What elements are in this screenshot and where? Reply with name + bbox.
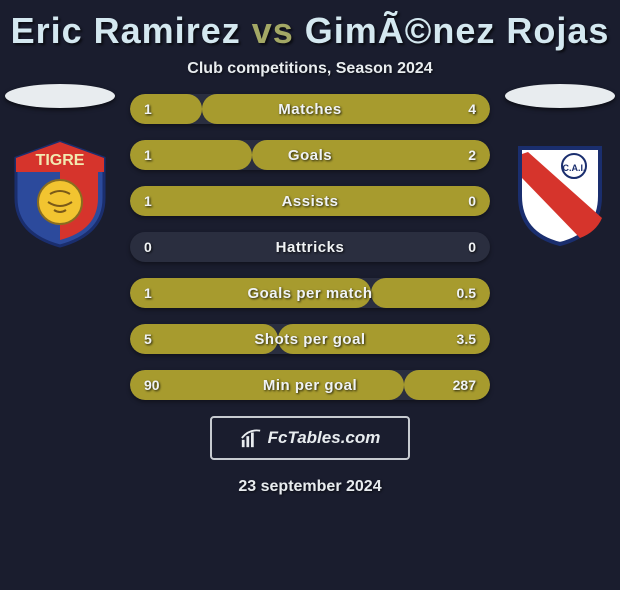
stat-row: 14Matches [130, 94, 490, 124]
stat-label: Shots per goal [130, 324, 490, 354]
player1-name: Eric Ramirez [11, 10, 241, 51]
stat-row: 10Assists [130, 186, 490, 216]
stat-row: 00Hattricks [130, 232, 490, 262]
comparison-title: Eric Ramirez vs GimÃ©nez Rojas [0, 10, 620, 52]
stat-label: Matches [130, 94, 490, 124]
date-label: 23 september 2024 [0, 478, 620, 496]
player2-photo-placeholder [505, 84, 615, 108]
independiente-shield-icon: C.A.I. [510, 138, 610, 248]
stat-row: 12Goals [130, 140, 490, 170]
stat-row: 53.5Shots per goal [130, 324, 490, 354]
stat-label: Hattricks [130, 232, 490, 262]
stat-row: 10.5Goals per match [130, 278, 490, 308]
stat-label: Goals per match [130, 278, 490, 308]
team1-block: TIGRE [0, 84, 120, 248]
watermark-label: FcTables.com [268, 428, 381, 448]
stat-label: Assists [130, 186, 490, 216]
stat-label: Goals [130, 140, 490, 170]
fctables-logo-icon [240, 427, 262, 449]
team2-crest: C.A.I. [510, 138, 610, 248]
svg-text:C.A.I.: C.A.I. [562, 163, 585, 173]
comparison-stage: TIGRE C.A.I. 14Matches 12Goals 10Assists 00… [0, 94, 620, 400]
team2-block: C.A.I. [500, 84, 620, 248]
player2-name: GimÃ©nez Rojas [305, 10, 610, 51]
watermark[interactable]: FcTables.com [210, 416, 410, 460]
stat-bars-container: 14Matches 12Goals 10Assists 00Hattricks 10.5… [130, 94, 490, 400]
stat-row: 90287Min per goal [130, 370, 490, 400]
tigre-shield-icon: TIGRE [10, 138, 110, 248]
svg-text:TIGRE: TIGRE [36, 152, 85, 169]
subtitle: Club competitions, Season 2024 [0, 60, 620, 78]
stat-label: Min per goal [130, 370, 490, 400]
vs-separator: vs [252, 10, 294, 51]
team1-crest: TIGRE [10, 138, 110, 248]
player1-photo-placeholder [5, 84, 115, 108]
